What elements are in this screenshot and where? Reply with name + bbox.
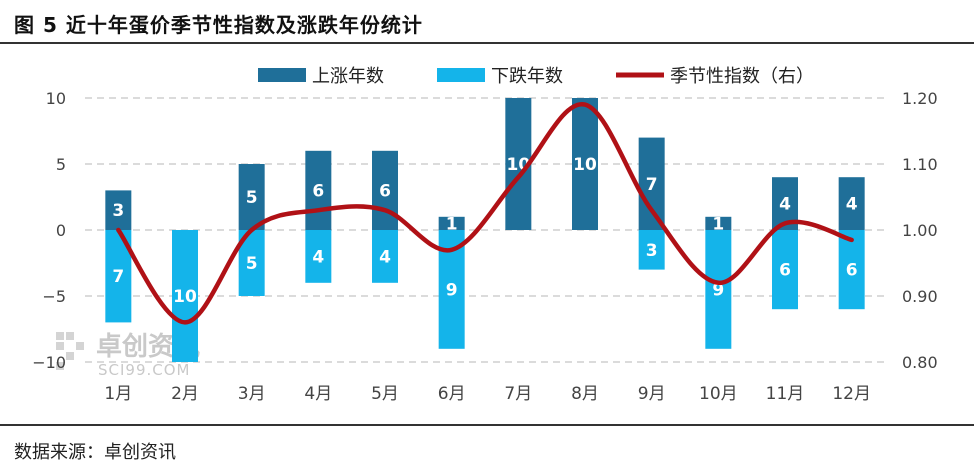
bar-up [572,98,598,230]
data-label-up: 1 [446,214,458,234]
x-tick-label: 7月 [504,384,532,404]
x-tick-label: 8月 [571,384,599,404]
bar-down [705,230,732,349]
bar-up [238,164,265,230]
legend-label-index: 季节性指数（右） [670,66,814,87]
data-label-up: 3 [112,201,124,221]
x-tick-label: 5月 [371,384,399,404]
y-right-tick-label: 1.00 [902,221,938,240]
data-label-down: 6 [779,261,791,281]
x-tick-label: 12月 [832,384,871,404]
footer: 数据来源：卓创资讯 [0,424,974,475]
data-label-up: 1 [712,214,724,234]
x-tick-label: 9月 [638,384,666,404]
data-label-down: 7 [112,267,124,287]
x-tick-label: 3月 [238,384,266,404]
bar-up [305,150,332,230]
legend-label-down: 下跌年数 [491,66,563,87]
data-label-up: 4 [779,195,791,215]
x-axis: 1月 2月 3月 4月 5月 6月 7月 8月 9月 10月 11月 12月 [104,384,871,404]
watermark-logo-icon [56,332,84,370]
legend-swatch-up [258,68,306,82]
y-left-tick-label: −5 [42,287,66,306]
gridlines [85,97,885,363]
bar-up [705,216,732,230]
data-label-down: 4 [379,247,391,267]
index-line-path [116,102,854,325]
legend: 上涨年数 下跌年数 季节性指数（右） [258,66,814,87]
bar-up [438,216,465,230]
bar-up [638,137,665,230]
x-tick-label: 6月 [438,384,466,404]
data-label-up: 10 [573,155,597,175]
bar-down [305,230,332,283]
y-left-tick-label: −10 [32,353,66,372]
y-right-tick-label: 0.80 [902,353,938,372]
chart-title: 图 5 近十年蛋价季节性指数及涨跌年份统计 [14,13,423,37]
data-label-down: 5 [246,254,258,274]
x-tick-label: 10月 [699,384,738,404]
y-left-tick-label: 10 [46,89,66,108]
x-tick-label: 2月 [171,384,199,404]
data-label-up: 4 [846,195,858,215]
index-line [116,102,854,325]
data-label-down: 10 [173,287,197,307]
bar-up [838,177,865,230]
data-label-down: 3 [646,241,658,261]
data-label-down: 6 [846,261,858,281]
bar-down [638,230,665,270]
y-left-tick-label: 5 [56,155,66,174]
bar-up [105,190,132,230]
data-label-up: 6 [312,181,324,201]
y-left-tick-label: 0 [56,221,66,240]
bars [105,98,865,362]
x-tick-label: 1月 [104,384,132,404]
source-note: 数据来源：卓创资讯 [14,442,176,463]
data-label-up: 6 [379,181,391,201]
bar-down [372,230,398,283]
data-label-up: 5 [246,188,258,208]
bar-down [772,230,798,310]
bar-down [172,230,198,362]
data-label-down: 9 [446,280,458,300]
data-label-up: 7 [646,175,658,195]
bar-down [838,230,865,310]
y-axis-left: 10 5 0 −5 −10 [32,89,66,372]
data-label-down: 4 [312,247,324,267]
x-tick-label: 4月 [304,384,332,404]
y-axis-right: 1.20 1.10 1.00 0.90 0.80 [902,89,938,372]
y-right-tick-label: 1.10 [902,155,938,174]
x-tick-label: 11月 [766,384,805,404]
data-label-down: 9 [712,280,724,300]
legend-swatch-down [437,68,485,82]
watermark-subtext: SCI99.COM [98,361,191,379]
y-right-tick-label: 0.90 [902,287,938,306]
y-right-tick-label: 1.20 [902,89,938,108]
title-bar: 图 5 近十年蛋价季节性指数及涨跌年份统计 [0,0,974,44]
legend-label-up: 上涨年数 [312,66,384,87]
